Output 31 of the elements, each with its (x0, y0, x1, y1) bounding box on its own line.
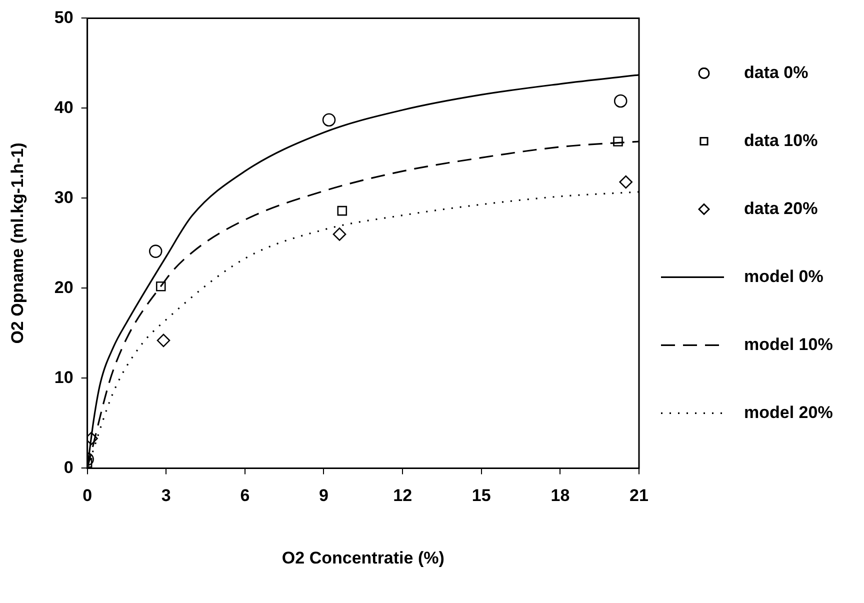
point (337, 206, 348, 216)
point (613, 136, 623, 146)
legend-label: data 20% (744, 198, 818, 218)
x-axis-title: O2 Concentratie (%) (282, 548, 444, 568)
x-tick-label: 0 (82, 486, 92, 506)
x-tick-label: 12 (393, 486, 412, 506)
x-tick-label: 15 (472, 486, 491, 506)
y-tick-label: 30 (54, 188, 74, 207)
legend-label: model 20% (744, 402, 833, 422)
point (322, 113, 336, 127)
y-tick-label: 10 (54, 368, 74, 387)
point (332, 228, 346, 241)
x-tick-label: 9 (319, 486, 328, 506)
y-tick-label: 40 (54, 98, 74, 117)
x-tick-label: 21 (630, 486, 648, 506)
legend-label: data 0% (744, 62, 808, 82)
y-tick-label: 0 (64, 458, 74, 477)
legend-label: model 10% (744, 334, 833, 354)
y-axis-title: O2 Opname (ml.kg-1.h-1) (8, 142, 27, 344)
point (148, 244, 162, 258)
point (156, 282, 166, 292)
legend-label: model 0% (744, 266, 824, 286)
y-tick-label: 50 (54, 8, 74, 27)
legend-label: data 10% (744, 130, 818, 150)
x-tick-label: 3 (161, 486, 171, 506)
point (619, 175, 633, 189)
point (614, 94, 628, 108)
x-tick-label: 6 (240, 486, 250, 506)
point (156, 334, 170, 348)
x-tick-label: 18 (550, 486, 570, 506)
y-tick-label: 20 (54, 278, 74, 297)
